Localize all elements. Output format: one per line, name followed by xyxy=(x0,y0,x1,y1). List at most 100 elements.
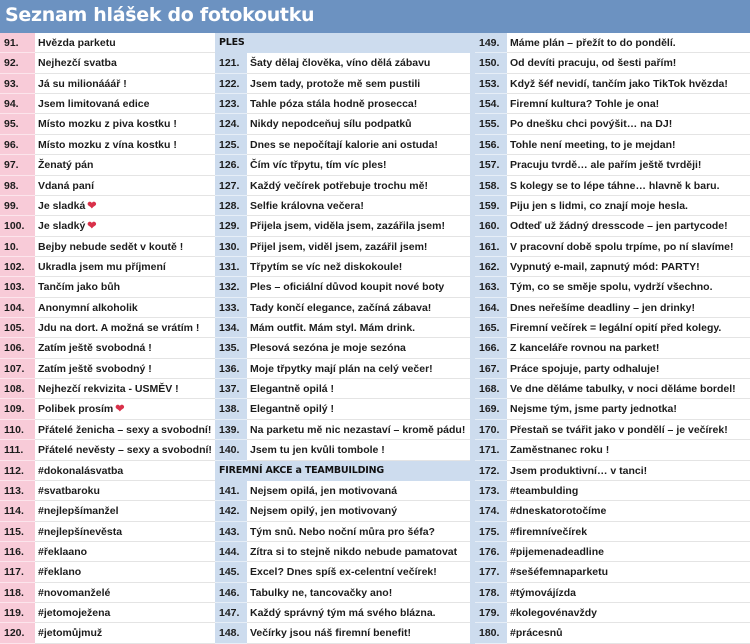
phrase-number: 117. xyxy=(0,562,35,583)
phrase-label: Dnes neřešíme deadliny – jen drinky! xyxy=(510,301,695,314)
table-row: 102. Ukradla jsem mu příjmení xyxy=(0,256,215,278)
table-row: 165. Firemní večírek = legální opití před… xyxy=(475,318,750,339)
phrase-number: 171. xyxy=(475,440,507,461)
phrase-text: #dneskatorotočíme xyxy=(507,501,750,522)
phrase-number: 178. xyxy=(475,582,507,604)
column-wedding: 91. Hvězda parketu 92. Nejhezčí svatba 93. Já… xyxy=(0,33,215,644)
table-row: 157. Pracuju tvrdě… ale pařím ještě tvrdě… xyxy=(475,155,750,176)
phrase-number: 180. xyxy=(475,623,507,644)
phrase-text: #sešéfemnaparketu xyxy=(507,562,750,583)
phrase-label: Bejby nebude sedět v koutě ! xyxy=(38,240,184,253)
phrase-text: #řeklano xyxy=(35,562,215,583)
phrase-label: Místo mozku z vína kostku ! xyxy=(38,138,177,151)
table-row: 129. Přijela jsem, viděla jsem, zazářila … xyxy=(215,216,475,237)
phrase-number: 159. xyxy=(475,195,507,217)
phrase-label: #sešéfemnaparketu xyxy=(510,566,609,579)
table-row: 153. Když šéf nevidí, tančím jako TikTok … xyxy=(475,73,750,95)
phrase-label: Je sladký xyxy=(38,220,86,233)
phrase-text: Je sladký ❤ xyxy=(35,216,215,237)
phrase-number: 139. xyxy=(215,419,247,441)
phrase-text: #firemnívečírek xyxy=(507,521,750,542)
phrase-label: Plesová sezóna je moje sezóna xyxy=(250,342,406,355)
phrase-number: 162. xyxy=(475,256,507,278)
phrase-number: 156. xyxy=(475,134,507,156)
phrase-text: Z kanceláře rovnou na parket! xyxy=(507,338,750,359)
table-row: 180. #prácesnů xyxy=(475,623,750,644)
phrase-label: Po dnešku chci povýšit… na DJ! xyxy=(510,118,673,131)
table-row: 123. Tahle póza stála hodně prosecca! xyxy=(215,94,475,115)
phrase-label: Já su milionááář ! xyxy=(38,77,127,90)
phrase-number: 97. xyxy=(0,155,35,176)
heart-icon: ❤ xyxy=(115,403,125,416)
phrase-label: Jsem tu jen kvůli tombole ! xyxy=(250,444,385,457)
table-row: 91. Hvězda parketu xyxy=(0,33,215,54)
table-row: 167. Práce spojuje, party odhaluje! xyxy=(475,358,750,380)
phrase-label: Nejsme tým, jsme party jednotka! xyxy=(510,403,677,416)
phrase-label: #nejlepšínevěsta xyxy=(38,525,123,538)
table-row: 99. Je sladká ❤ xyxy=(0,195,215,217)
phrase-label: Vdaná paní xyxy=(38,179,95,192)
phrase-label: Hvězda parketu xyxy=(38,37,116,49)
phrase-number: 109. xyxy=(0,399,35,420)
phrase-label: Jdu na dort. A možná se vrátím ! xyxy=(38,322,200,335)
table-row: 104. Anonymní alkoholik xyxy=(0,297,215,319)
phrase-number: 141. xyxy=(215,480,247,502)
phrase-text: Firemní kultura? Tohle je ona! xyxy=(507,94,750,115)
phrase-label: Pracuju tvrdě… ale pařím ještě tvrději! xyxy=(510,159,702,172)
table-row: 135. Plesová sezóna je moje sezóna xyxy=(215,338,475,359)
phrase-text: Nikdy nepodceňuj sílu podpatků xyxy=(247,114,470,135)
phrase-text: Každý správný tým má svého blázna. xyxy=(247,603,470,624)
phrase-label: #jetomůjmuž xyxy=(38,627,103,640)
table-row: 124. Nikdy nepodceňuj sílu podpatků xyxy=(215,114,475,135)
phrase-text: Práce spojuje, party odhaluje! xyxy=(507,358,750,380)
phrase-label: Zatím ještě svobodná ! xyxy=(38,342,152,355)
phrase-label: #řeklaano xyxy=(38,545,88,558)
phrase-number: 92. xyxy=(0,53,35,74)
phrase-text: Excel? Dnes spíš ex-celentní večírek! xyxy=(247,562,470,583)
phrase-label: Ukradla jsem mu příjmení xyxy=(38,260,166,273)
phrase-text: Elegantně opilý ! xyxy=(247,399,470,420)
table-row: 155. Po dnešku chci povýšit… na DJ! xyxy=(475,114,750,135)
table-row: 179. #kolegovénavždy xyxy=(475,603,750,624)
phrase-number: 124. xyxy=(215,114,247,135)
phrase-label: Ples – oficiální důvod koupit nové boty xyxy=(250,281,445,294)
phrase-number: 133. xyxy=(215,297,247,319)
phrase-text: Zítra si to stejně nikdo nebude pamatova… xyxy=(247,541,470,563)
phrase-label: #prácesnů xyxy=(510,627,563,640)
phrase-label: Anonymní alkoholik xyxy=(38,301,138,314)
phrase-number: 149. xyxy=(475,33,507,54)
table-row: 94. Jsem limitovaná edice xyxy=(0,94,215,115)
phrase-text: Přijel jsem, viděl jsem, zazářil jsem! xyxy=(247,236,470,257)
phrase-label: Je sladká xyxy=(38,199,86,212)
table-row: 107. Zatím ještě svobodný ! xyxy=(0,358,215,380)
phrase-label: Když šéf nevidí, tančím jako TikTok hvěz… xyxy=(510,77,728,90)
table-row: 114. #nejlepšímanžel xyxy=(0,501,215,522)
phrase-number: 107. xyxy=(0,358,35,380)
phrase-label: Zítra si to stejně nikdo nebude pamatova… xyxy=(250,545,458,558)
phrase-label: Tabulky ne, tancovačky ano! xyxy=(250,586,393,599)
phrase-text: #kolegovénavždy xyxy=(507,603,750,624)
phrase-label: Jsem produktivní… v tanci! xyxy=(510,464,648,477)
phrase-number: 176. xyxy=(475,541,507,563)
phrase-text: Hvězda parketu xyxy=(35,33,215,54)
phrase-text: Od devíti pracuju, od šesti pařím! xyxy=(507,53,750,74)
phrase-number: 127. xyxy=(215,175,247,196)
table-row: 146. Tabulky ne, tancovačky ano! xyxy=(215,582,475,604)
phrase-text: Když šéf nevidí, tančím jako TikTok hvěz… xyxy=(507,73,750,95)
table-row: 115. #nejlepšínevěsta xyxy=(0,521,215,542)
table-row: 134. Mám outfit. Mám styl. Mám drink. xyxy=(215,318,475,339)
phrase-text: Nejhezčí rekvizita - USMĚV ! xyxy=(35,379,215,400)
phrase-number: 91. xyxy=(0,33,35,54)
phrase-label: Jsem tady, protože mě sem pustili xyxy=(250,77,421,90)
phrase-number: 140. xyxy=(215,440,247,461)
phrase-text: Anonymní alkoholik xyxy=(35,297,215,319)
phrase-number: 10. xyxy=(0,236,35,257)
table-row: 112. #dokonalásvatba xyxy=(0,460,215,481)
phrase-number: 169. xyxy=(475,399,507,420)
phrase-text: #dokonalásvatba xyxy=(35,460,215,481)
phrase-number: 95. xyxy=(0,114,35,135)
phrase-label: Nejhezčí svatba xyxy=(38,57,117,70)
phrase-text: #řeklaano xyxy=(35,541,215,563)
phrase-label: Od devíti pracuju, od šesti pařím! xyxy=(510,57,677,70)
phrase-label: Přijela jsem, viděla jsem, zazářila jsem… xyxy=(250,220,445,233)
